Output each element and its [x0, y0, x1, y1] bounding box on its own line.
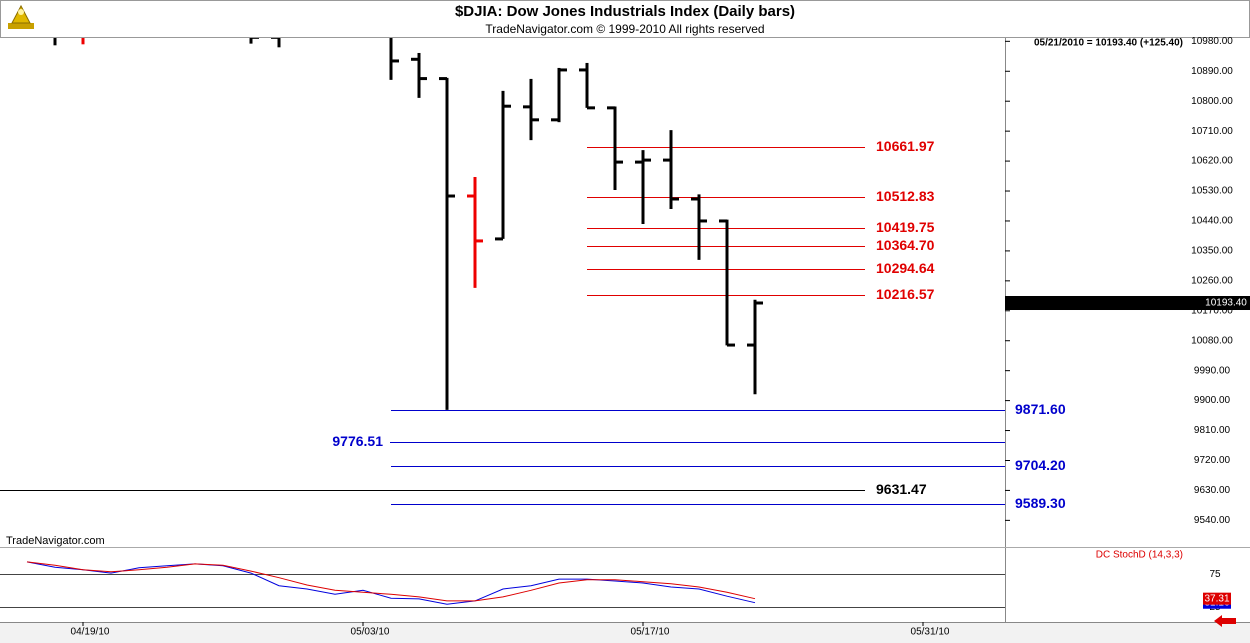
- level-label: 10364.70: [876, 237, 935, 253]
- level-label: 10216.57: [876, 286, 935, 302]
- y-tick-label: 10530.00: [1191, 186, 1233, 197]
- level-label: 10294.64: [876, 260, 935, 276]
- price-label: 05/21/2010 = 10193.40 (+125.40): [1034, 38, 1183, 49]
- title-bar: [0, 0, 1250, 38]
- chart-subtitle: TradeNavigator.com © 1999-2010 All right…: [485, 22, 764, 36]
- chart-title: $DJIA: Dow Jones Industrials Index (Dail…: [455, 3, 795, 20]
- value-tag: [1203, 592, 1231, 605]
- y-tick-label: 9720.00: [1194, 455, 1231, 466]
- logo: [8, 4, 34, 29]
- y-tick-label: 10980.00: [1191, 36, 1233, 47]
- level-label: 10661.97: [876, 138, 935, 154]
- x-tick-label: 05/03/10: [351, 627, 390, 638]
- value-tag-label: 37.31: [1204, 593, 1229, 604]
- y-tick-label: 10800.00: [1191, 96, 1233, 107]
- last-price-label: 10193.40: [1205, 298, 1247, 309]
- y-tick-label: 9900.00: [1194, 395, 1231, 406]
- y-tick-label: 9630.00: [1194, 485, 1231, 496]
- level-label: 9631.47: [876, 481, 927, 497]
- level-label: 9871.60: [1015, 401, 1066, 417]
- y-tick-label: 10350.00: [1191, 246, 1233, 257]
- level-label: 10419.75: [876, 219, 935, 235]
- x-tick-label: 05/31/10: [911, 627, 950, 638]
- date-axis-area: [0, 622, 1250, 643]
- indicator-title: DC StochD (14,3,3): [1096, 550, 1183, 561]
- level-label: 9776.51: [332, 433, 383, 449]
- x-tick-label: 05/17/10: [631, 627, 670, 638]
- y-tick-label: 10620.00: [1191, 156, 1233, 167]
- y-tick-label: 9540.00: [1194, 515, 1231, 526]
- y-tick-label: 9990.00: [1194, 365, 1231, 376]
- stoch-line: [26, 561, 756, 602]
- y-tick-label: 10170.00: [1191, 305, 1233, 316]
- y-tick-label: 10890.00: [1191, 66, 1233, 77]
- last-price-tag: [1005, 296, 1250, 311]
- stoch-line: [26, 561, 756, 605]
- scroll-arrow[interactable]: [1214, 615, 1236, 627]
- plot-area: [26, 561, 756, 605]
- level-label: 9589.30: [1015, 495, 1066, 511]
- y-tick-label: 10440.00: [1191, 216, 1233, 227]
- y-tick-label: 75: [1209, 569, 1221, 580]
- watermark: TradeNavigator.com: [6, 535, 105, 547]
- y-tick-label: 9810.00: [1194, 425, 1231, 436]
- level-label: 9704.20: [1015, 457, 1066, 473]
- level-label: 10512.83: [876, 188, 935, 204]
- x-tick-label: 04/19/10: [71, 627, 110, 638]
- y-tick-label: 10080.00: [1191, 335, 1233, 346]
- y-tick-label: 10260.00: [1191, 275, 1233, 286]
- plot-area: [0, 38, 1005, 505]
- y-tick-label: 10710.00: [1191, 126, 1233, 137]
